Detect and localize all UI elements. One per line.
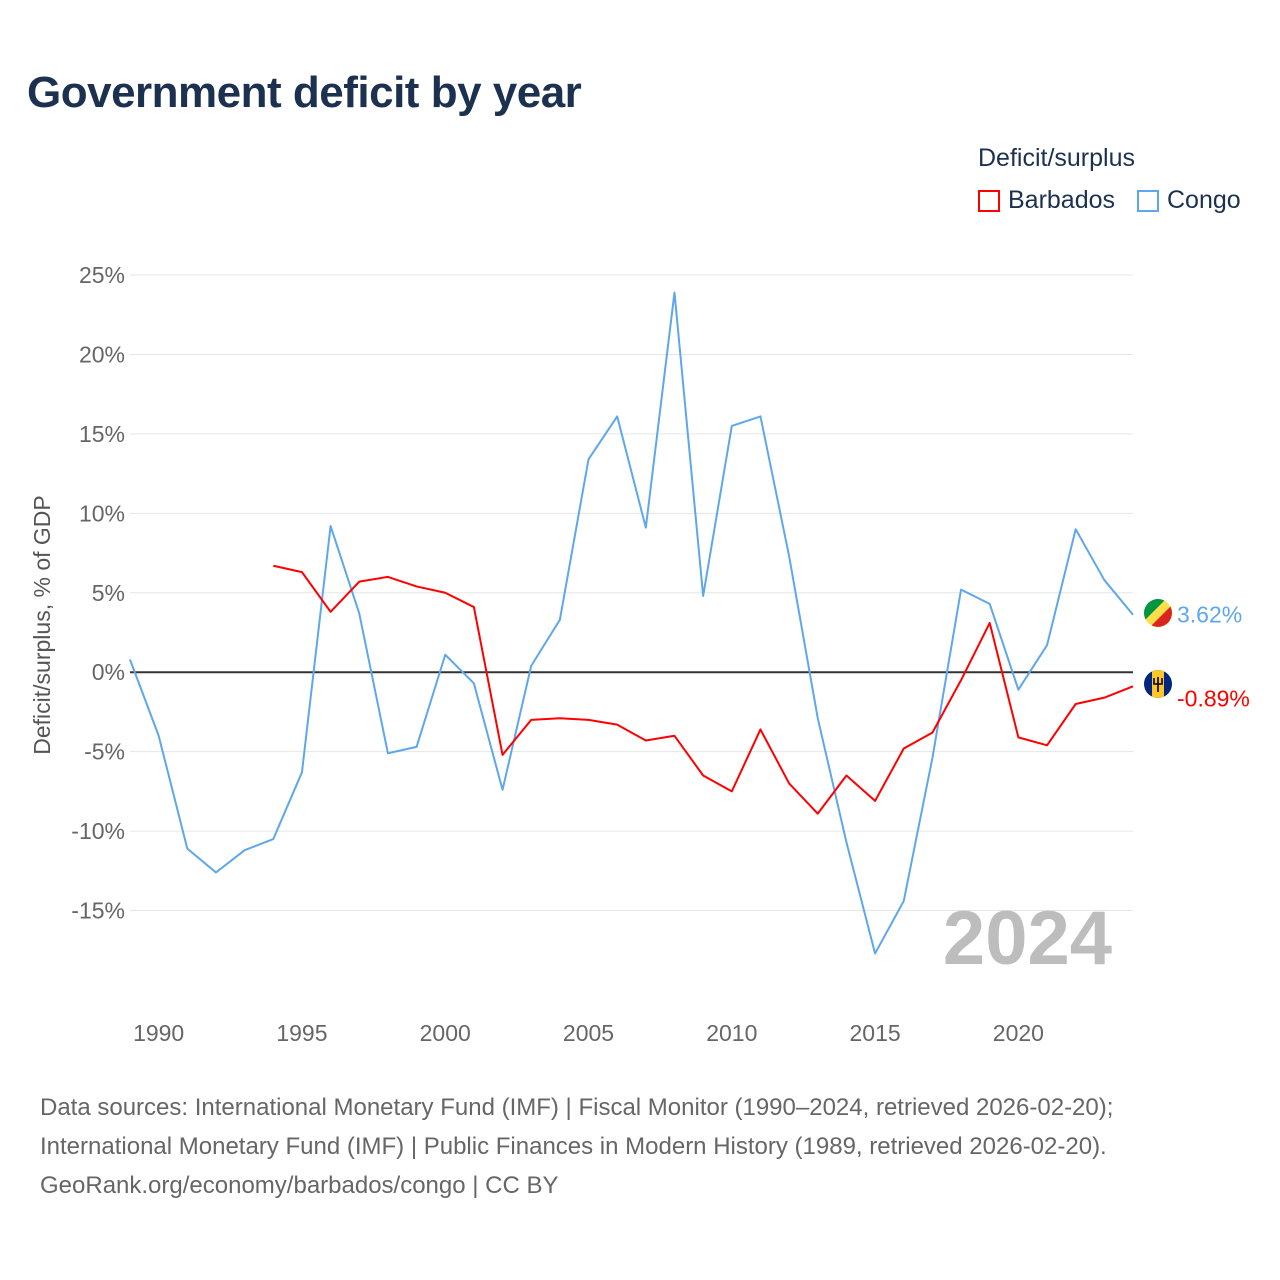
x-tick-label: 1995 (276, 1020, 327, 1046)
congo-flag-icon (1144, 599, 1172, 627)
y-tick-label: 0% (92, 659, 125, 685)
source-line: International Monetary Fund (IMF) | Publ… (40, 1133, 1107, 1160)
legend-title: Deficit/surplus (978, 144, 1135, 172)
legend-item-congo[interactable]: Congo (1137, 186, 1241, 215)
year-watermark: 2024 (943, 896, 1112, 981)
y-tick-label: 25% (79, 262, 125, 288)
x-tick-label: 2010 (706, 1020, 757, 1046)
y-tick-label: -10% (71, 818, 125, 844)
series-line-congo (129, 291, 1134, 955)
x-tick-label: 2005 (563, 1020, 614, 1046)
x-tick-label: 2000 (420, 1020, 471, 1046)
x-tick-label: 2015 (849, 1020, 900, 1046)
x-tick-label: 1990 (133, 1020, 184, 1046)
y-tick-label: 10% (79, 500, 125, 526)
legend-label: Barbados (1008, 186, 1116, 214)
legend-swatch-barbados (978, 189, 1000, 212)
y-tick-label: 15% (79, 421, 125, 447)
end-label-congo: 3.62% (1177, 602, 1242, 628)
y-tick-label: 5% (92, 580, 125, 606)
barbados-flag-icon (1144, 670, 1172, 698)
y-axis-label: Deficit/surplus, % of GDP (29, 495, 55, 754)
y-tick-label: -5% (84, 739, 125, 765)
series-line-barbados (273, 564, 1134, 815)
attribution-link[interactable]: GeoRank.org/economy/barbados/congo | CC … (40, 1172, 559, 1199)
x-tick-label: 2020 (993, 1020, 1044, 1046)
legend-label: Congo (1167, 186, 1241, 214)
y-tick-label: 20% (79, 341, 125, 367)
chart-title: Government deficit by year (27, 68, 582, 117)
legend-item-barbados[interactable]: Barbados (978, 186, 1115, 215)
footer-sources: Data sources: International Monetary Fun… (40, 1088, 1113, 1205)
y-tick-label: -15% (71, 898, 125, 924)
legend-swatch-congo (1137, 189, 1159, 212)
source-line: Data sources: International Monetary Fun… (40, 1094, 1114, 1121)
end-label-barbados: -0.89% (1177, 685, 1250, 711)
